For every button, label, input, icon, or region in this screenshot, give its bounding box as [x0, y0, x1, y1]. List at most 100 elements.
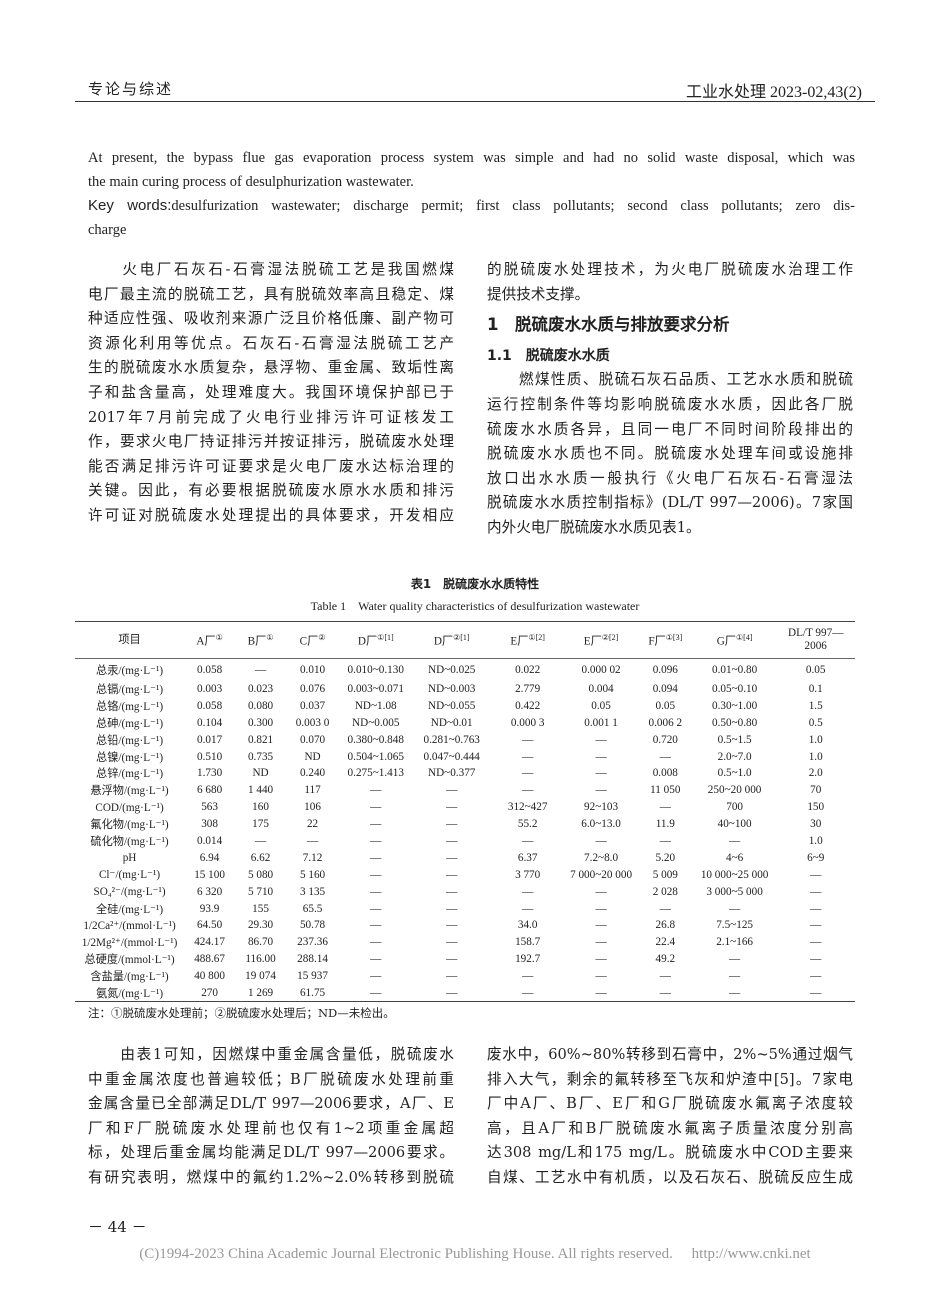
table-cell: —	[370, 885, 382, 898]
column-header: D厂②[1]	[412, 621, 491, 659]
table-cell: 86.70	[247, 936, 274, 949]
table-cell: 0.104	[196, 716, 223, 729]
table-cell: —	[446, 851, 458, 864]
row-label: 含盐量/(mg·L⁻¹)	[90, 971, 169, 984]
table-cell: 22	[306, 818, 319, 831]
row-label: 总铬/(mg·L⁻¹)	[96, 700, 164, 713]
table-cell: —	[370, 936, 382, 949]
table-cell: 0.023	[247, 682, 274, 695]
table-cell: 2.0	[808, 767, 823, 780]
header-footnote: ①[4]	[736, 633, 753, 643]
table-cell: 116.00	[245, 953, 276, 966]
table-cell: —	[446, 868, 458, 881]
table-cell: 92~103	[584, 801, 619, 814]
table-cell: —	[446, 834, 458, 847]
table-row: Cl⁻/(mg·L⁻¹) 15 100 5 080 5 160 — — 3 770 7 000…	[75, 866, 855, 883]
table-cell: 424.17	[194, 936, 225, 949]
table-cell: —	[595, 885, 607, 898]
header-text: A厂	[196, 635, 216, 648]
table-cell: 0.076	[299, 682, 326, 695]
keywords-label: Key words:	[88, 197, 172, 214]
text-line: 电厂最主流的脱硫工艺，具有脱硫效率高且稳定、煤	[88, 285, 454, 303]
text-line: 脱硫废水水质也不同。脱硫废水处理车间或设施排	[487, 445, 853, 463]
column-header: B厂①	[235, 621, 287, 659]
table-cell: 5.20	[655, 851, 676, 864]
text-line: 有研究表明，燃煤中的氟约1.2%~2.0%转移到脱硫	[88, 1168, 454, 1186]
table-cell: 0.008	[652, 767, 678, 780]
table-cell: 237.36	[297, 936, 328, 949]
table-cell: 0.006 2	[648, 716, 683, 729]
table-cell: 0.096	[652, 663, 678, 676]
table-cell: 270	[201, 986, 218, 999]
text-line: 能否满足排污许可证要求是火电厂废水达标治理的	[88, 457, 454, 475]
abstract-en: At present, the bypass flue gas evaporat…	[88, 146, 855, 242]
table-cell: ND	[304, 750, 321, 763]
table-row: 1/2Mg²⁺/(mmol·L⁻¹) 424.17 86.70 237.36 — — 158…	[75, 934, 855, 951]
table-cell: —	[810, 919, 822, 932]
table-cell: —	[370, 902, 382, 915]
right-column-top: 的脱硫废水处理技术，为火电厂脱硫废水治理工作 提供技术支撑。 1 脱硫废水水质与排…	[487, 258, 853, 541]
text-line: 关键。因此，有必要根据脱硫废水原水水质和排污	[88, 482, 454, 500]
table-cell: 0.510	[196, 750, 223, 763]
table-cell: 0.000 02	[581, 663, 621, 676]
table-cell: 0.504~1.065	[347, 750, 404, 763]
text-line: 达308 mg/L和175 mg/L。脱硫废水中COD主要来	[487, 1144, 853, 1162]
table-cell: —	[446, 902, 458, 915]
table-cell: 10 000~25 000	[700, 868, 769, 881]
table-cell: 0.380~0.848	[347, 733, 404, 746]
table-cell: 2.779	[515, 682, 541, 695]
table-cell: —	[810, 868, 822, 881]
table-cell: 0.05	[591, 699, 611, 712]
table-cell: —	[446, 784, 458, 797]
table-cell: 0.070	[299, 733, 326, 746]
left-column-top: 火电厂石灰石-石膏湿法脱硫工艺是我国燃煤 电厂最主流的脱硫工艺，具有脱硫效率高且稳…	[88, 258, 454, 529]
table-cell: 0.037	[299, 699, 326, 712]
table-cell: 7.5~125	[716, 919, 754, 932]
right-column-bottom: 废水中，60%~80%转移到石膏中，2%~5%通过烟气 排入大气，剩余的氟转移至飞…	[487, 1043, 853, 1191]
table-cell: —	[659, 750, 671, 763]
table-cell: —	[522, 767, 534, 780]
table-cell: 29.30	[247, 919, 274, 932]
table-cell: ND~1.08	[354, 699, 397, 712]
table-cell: 0.080	[247, 699, 274, 712]
table-cell: —	[729, 953, 741, 966]
table-row: 总铬/(mg·L⁻¹) 0.058 0.080 0.037 ND~1.08 ND~0.05…	[75, 697, 855, 714]
column-header: F厂①[3]	[637, 621, 693, 659]
text-line: 作，要求火电厂持证排污并按证排污，脱硫废水处理	[88, 433, 454, 451]
text-line: 脱硫废水水质控制指标》(DL/T 997—2006)。7家国	[487, 494, 853, 512]
table-cell: 0.000 3	[510, 716, 545, 729]
table-cell: —	[254, 663, 267, 676]
table-cell: ND~0.055	[428, 699, 476, 712]
text-line: 子和盐含量高，处理难度大。我国环境保护部已于	[88, 383, 454, 401]
water-quality-table: 项目 A厂① B厂① C厂② D厂①[1] D厂②[1] E厂①[2] E厂②[2] F厂①[3…	[75, 621, 855, 1003]
column-header: 项目	[75, 621, 185, 659]
row-label: 总汞/(mg·L⁻¹)	[96, 664, 164, 677]
header-rule	[75, 101, 875, 102]
table-cell: —	[370, 970, 382, 983]
table-row: 总铅/(mg·L⁻¹) 0.017 0.821 0.070 0.380~0.848 0.2…	[75, 731, 855, 748]
table-cell: 5 160	[299, 868, 326, 881]
table-cell: 0.010	[299, 663, 326, 676]
text-line: 厂和F厂脱硫废水处理前也仅有1~2项重金属超	[88, 1119, 454, 1137]
table-cell: 34.0	[517, 919, 538, 932]
table-cell: —	[729, 834, 741, 847]
table-cell: 0.05	[805, 663, 826, 676]
table-cell: —	[522, 834, 534, 847]
table-cell: 2.1~166	[716, 936, 754, 949]
table-cell: 0.014	[196, 834, 223, 847]
table-cell: 70	[810, 784, 822, 797]
table-cell: —	[595, 902, 607, 915]
table-cell: —	[595, 834, 607, 847]
table-row: 总汞/(mg·L⁻¹) 0.058 — 0.010 0.010~0.130 ND~0.02…	[75, 659, 855, 681]
keywords-text: desulfurization wastewater; discharge pe…	[171, 198, 855, 214]
table-cell: —	[522, 750, 534, 763]
table-cell: 117	[304, 784, 321, 797]
table-cell: —	[659, 986, 671, 999]
table-cell: 1.730	[196, 767, 223, 780]
column-header: A厂①	[184, 621, 236, 659]
table-cell: 61.75	[299, 986, 326, 999]
table-cell: 6.0~13.0	[581, 818, 621, 831]
table-cell: —	[729, 970, 741, 983]
table-cell: —	[595, 784, 607, 797]
table-row: pH 6.94 6.62 7.12 — — 6.37 7.2~8.0 5.20 4~6 6~9	[75, 849, 855, 866]
